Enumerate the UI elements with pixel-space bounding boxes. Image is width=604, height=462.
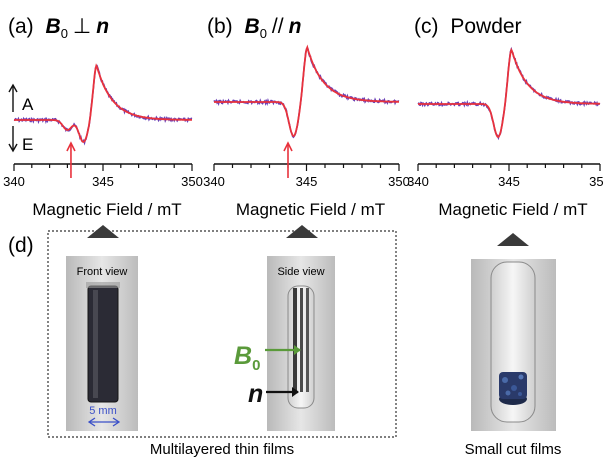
panel-c-title: (c) Powder	[414, 15, 522, 38]
panel-a-title: (a) B0 ⊥ n	[8, 15, 109, 41]
x-tick-label: 340	[407, 174, 429, 189]
pointer-triangle-c	[497, 233, 529, 246]
panel-b-title: (b) B0//n	[207, 15, 301, 41]
x-axis-label: Magnetic Field / mT	[236, 200, 385, 219]
ae-indicator: A E	[8, 83, 34, 154]
emission-arrow-head	[8, 143, 18, 153]
emission-label: E	[22, 135, 33, 154]
scale-label: 5 mm	[89, 405, 117, 417]
x-tick-label: 350	[388, 174, 410, 189]
powder-photo	[471, 259, 556, 431]
pointer-triangle-a	[87, 225, 119, 238]
panel-d-frame	[47, 230, 397, 438]
front-view-label: Front view	[77, 266, 128, 278]
x-axis-label: Magnetic Field / mT	[438, 200, 587, 219]
resonance-marker-head	[66, 141, 76, 152]
panel-d-label: (d)	[8, 234, 34, 257]
side-view-label: Side view	[277, 266, 324, 278]
experimental-trace	[213, 46, 400, 139]
x-tick-label: 350	[589, 174, 604, 189]
pointer-triangle-b	[286, 225, 318, 238]
absorption-arrow-head	[8, 83, 18, 93]
x-tick-label: 350	[181, 174, 203, 189]
caption-multilayered: Multilayered thin films	[150, 441, 294, 458]
simulated-trace	[214, 44, 399, 138]
n-label: n	[248, 380, 263, 408]
side-view-photo: Side view	[267, 256, 335, 431]
x-tick-label: 345	[296, 174, 318, 189]
x-tick-label: 340	[203, 174, 225, 189]
resonance-marker-head	[283, 141, 293, 152]
x-tick-label: 345	[498, 174, 520, 189]
x-tick-label: 340	[3, 174, 25, 189]
simulated-trace	[418, 47, 601, 138]
front-view-photo: Front view 5 mm	[66, 256, 138, 431]
caption-small-cut: Small cut films	[465, 441, 562, 458]
absorption-label: A	[22, 95, 34, 114]
simulated-trace	[14, 63, 192, 143]
x-tick-label: 345	[92, 174, 114, 189]
x-axis-label: Magnetic Field / mT	[32, 200, 181, 219]
experimental-trace	[13, 64, 193, 146]
b0-label: B0	[234, 342, 260, 374]
